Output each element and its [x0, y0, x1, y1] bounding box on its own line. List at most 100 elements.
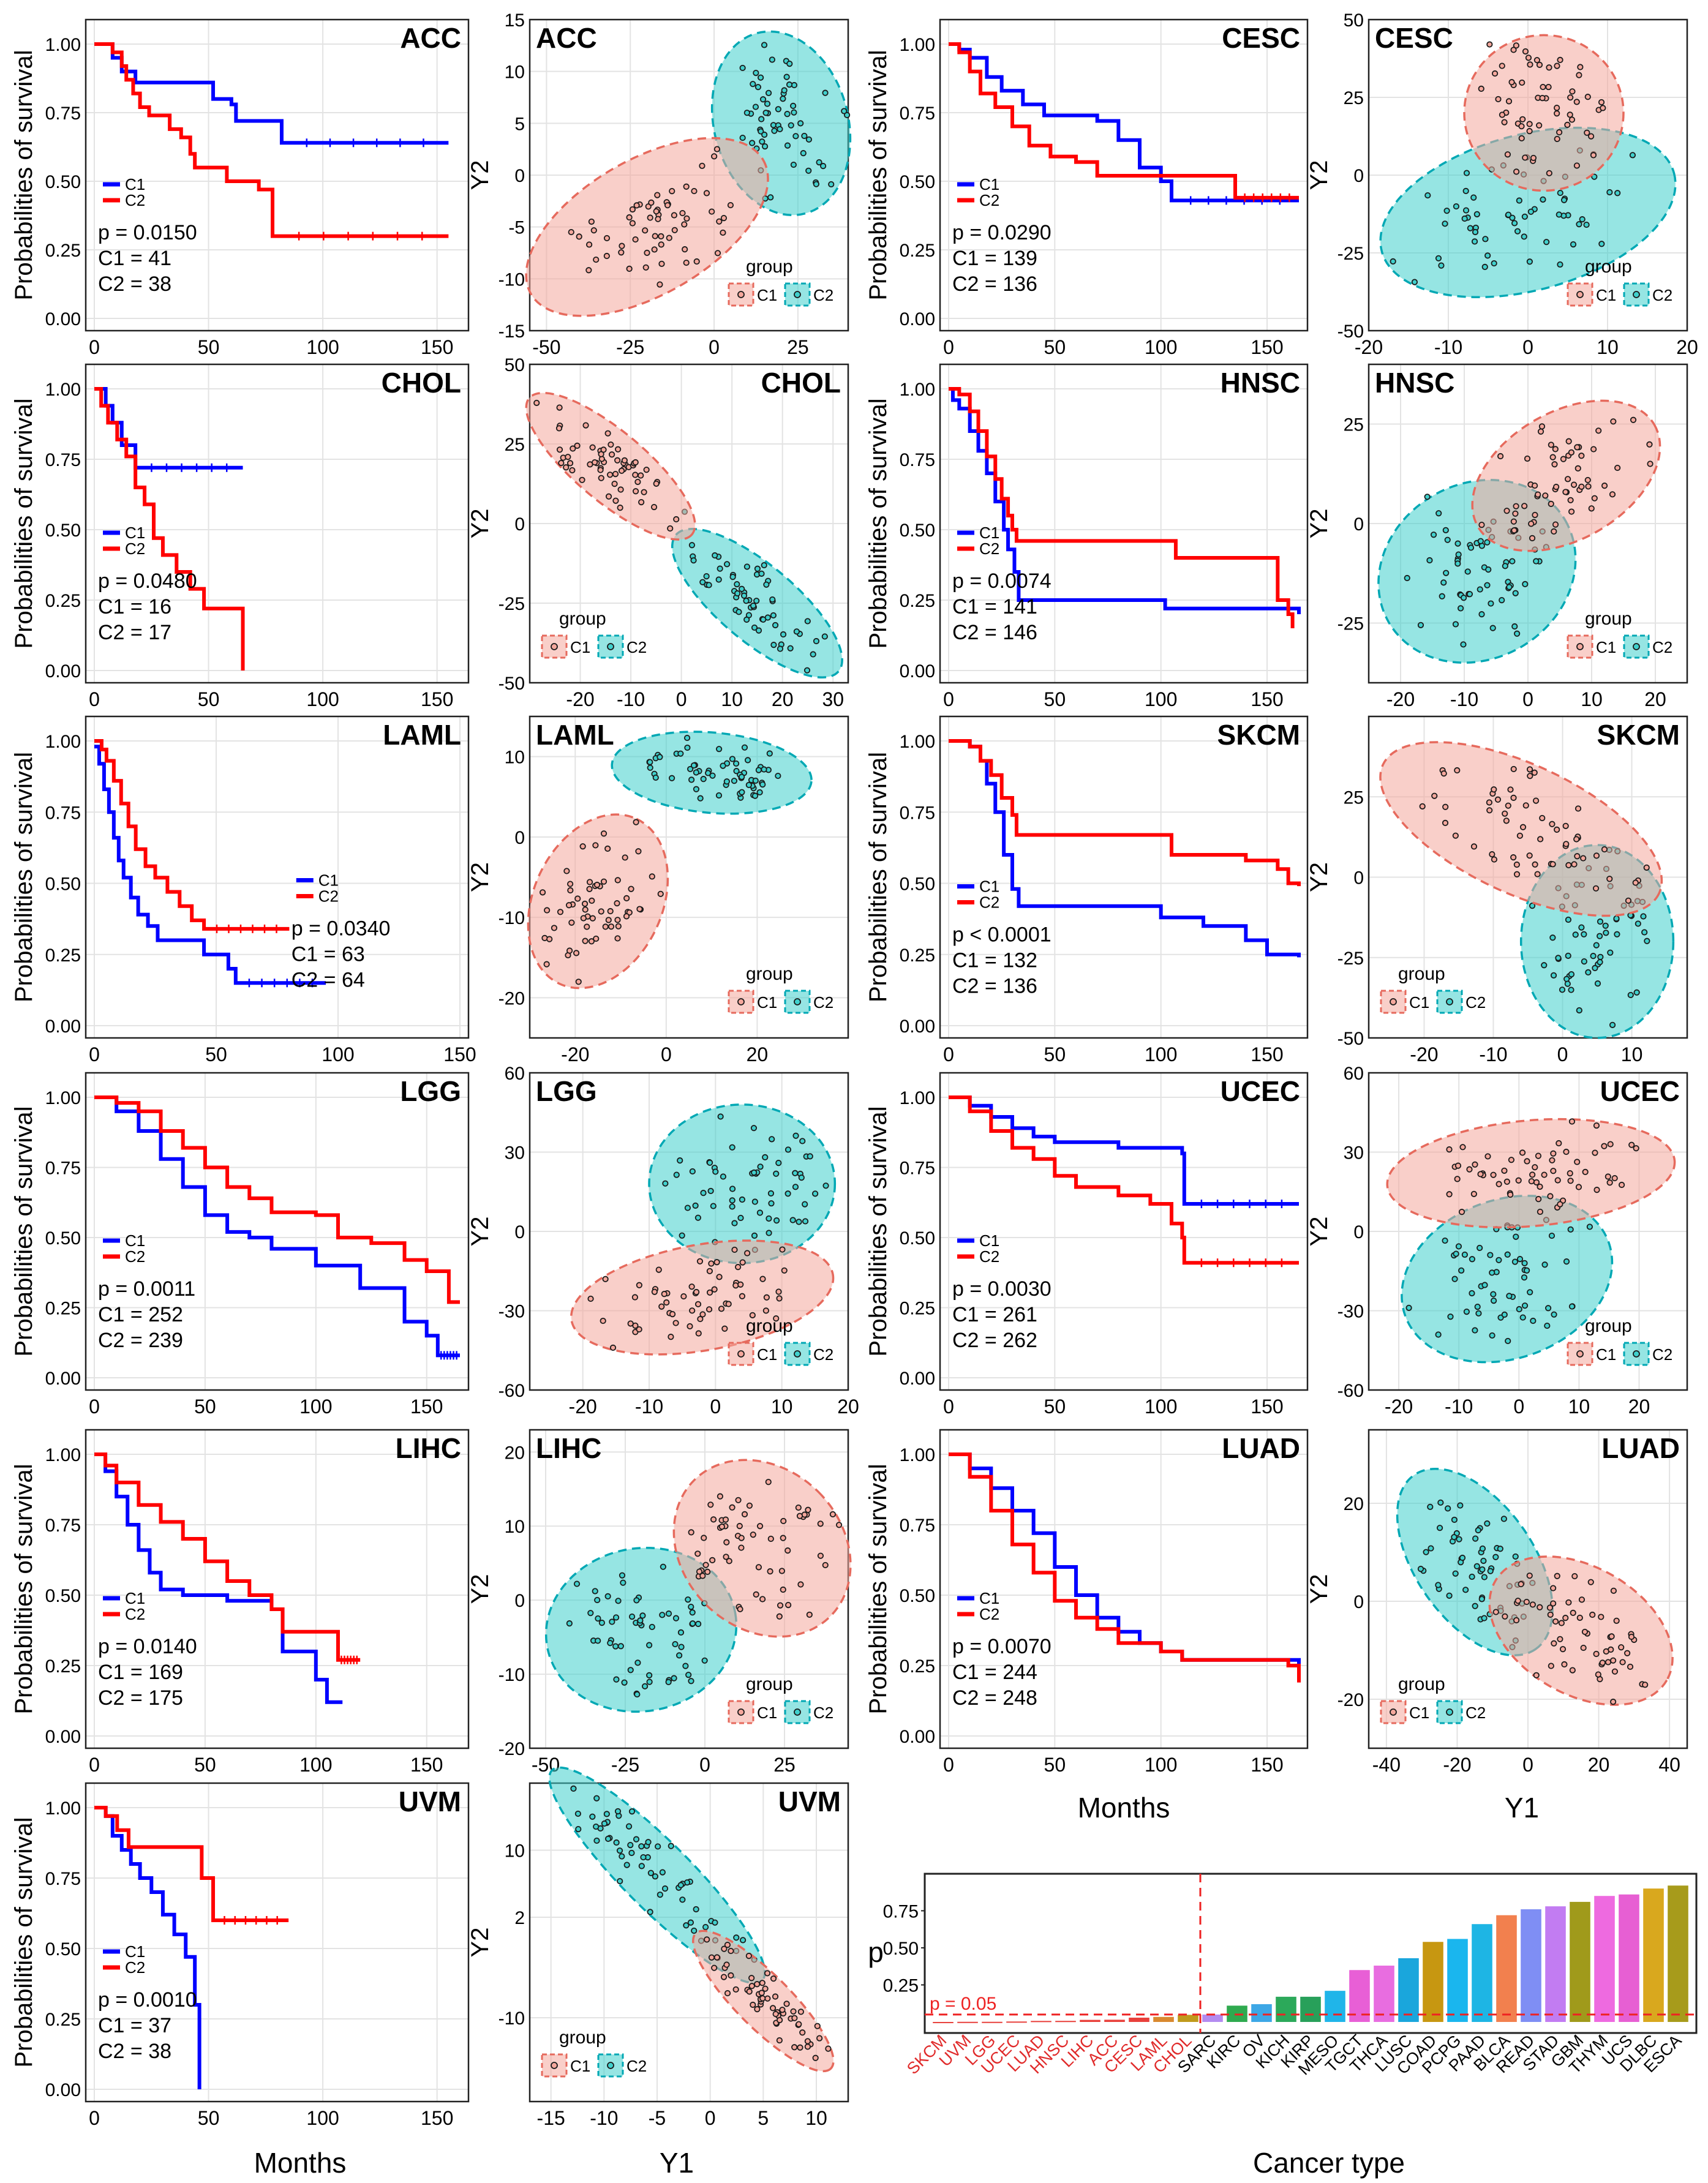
- data-point-c2: [766, 750, 773, 757]
- data-point-c1: [1531, 769, 1538, 776]
- data-point-c2: [684, 1204, 691, 1211]
- stat-line: C2 = 175: [98, 1686, 183, 1710]
- data-point-c2: [1423, 1549, 1429, 1555]
- pca-frame: [1368, 18, 1688, 332]
- data-point-c2: [761, 766, 767, 773]
- y-tick-label: 30: [505, 1143, 525, 1163]
- y-tick-label: 0.75: [45, 1159, 81, 1179]
- stat-line: p < 0.0001: [952, 923, 1052, 947]
- data-point-c2: [659, 1869, 666, 1876]
- data-point-c1: [825, 2045, 832, 2052]
- data-point-c1: [721, 1325, 728, 1332]
- data-point-c1: [1549, 1585, 1557, 1591]
- data-point-c2: [701, 1657, 708, 1664]
- data-point-c1: [1554, 1177, 1561, 1184]
- bar-thca: [1374, 1966, 1394, 2022]
- data-point-c1: [1592, 885, 1600, 892]
- bar-tgct: [1349, 1970, 1370, 2022]
- data-point-c1: [739, 1259, 746, 1266]
- data-point-c2: [739, 64, 746, 72]
- legend-title: group: [559, 609, 606, 629]
- data-point-c1: [1486, 799, 1492, 806]
- data-point-c1: [695, 1330, 702, 1337]
- data-point-c1: [1526, 766, 1533, 773]
- data-point-c2: [743, 616, 750, 623]
- data-point-c1: [1490, 1171, 1497, 1178]
- legend-label-c1: C1: [1409, 1704, 1429, 1722]
- data-point-c2: [1564, 980, 1571, 987]
- x-tick-label: -10: [1479, 1043, 1507, 1065]
- data-point-c1: [623, 913, 630, 920]
- panels-layer: 0 50 100 1500.000.250.500.751.00Probabiliti…: [10, 10, 1698, 2179]
- data-point-c2: [1501, 1311, 1508, 1318]
- bar-lgg: [982, 2021, 1003, 2023]
- data-point-c1: [658, 241, 664, 248]
- data-point-c1: [1584, 129, 1590, 136]
- data-point-c1: [780, 1535, 786, 1541]
- data-point-c2: [620, 1579, 626, 1586]
- data-point-c1: [592, 842, 599, 849]
- data-point-c2: [1597, 933, 1603, 939]
- legend-label-c2: C2: [979, 191, 999, 209]
- data-point-c2: [645, 1839, 652, 1846]
- stat-line: C2 = 239: [98, 1329, 183, 1352]
- data-point-c2: [1424, 494, 1431, 500]
- data-point-c1: [1549, 1157, 1556, 1163]
- data-point-c2: [755, 627, 762, 634]
- legend-label-c1: C1: [570, 2057, 590, 2075]
- legend-title: group: [746, 964, 793, 984]
- data-point-c1: [1576, 72, 1582, 78]
- data-point-c1: [727, 201, 734, 209]
- stat-line: C1 = 244: [952, 1661, 1037, 1684]
- pca-frame: [529, 18, 849, 332]
- data-point-c1: [1606, 1179, 1613, 1186]
- data-point-c1: [1529, 1171, 1536, 1178]
- y-tick-label: 0.50: [900, 520, 935, 541]
- data-point-c2: [1526, 258, 1533, 265]
- km-frame: [85, 715, 470, 1039]
- data-point-c2: [828, 181, 835, 188]
- data-point-c1: [1614, 464, 1621, 472]
- y-axis-label: Y2: [467, 1574, 494, 1604]
- data-point-c1: [555, 425, 563, 432]
- data-point-c2: [662, 1180, 669, 1187]
- data-point-c1: [588, 938, 595, 945]
- legend-key-point-c1: [1390, 998, 1397, 1005]
- x-tick-label: 100: [299, 1754, 332, 1776]
- x-tick-label: 10: [771, 1396, 793, 1418]
- stat-line: C2 = 64: [292, 969, 365, 992]
- legend-key-point-c1: [737, 998, 745, 1005]
- data-point-c1: [1535, 1196, 1542, 1203]
- data-point-c2: [1440, 579, 1447, 586]
- data-point-c2: [592, 1588, 598, 1595]
- data-point-c1: [748, 1983, 755, 1989]
- y-axis-label: Y2: [1306, 1217, 1333, 1247]
- data-point-c1: [1542, 492, 1549, 499]
- data-point-c1: [1510, 794, 1517, 801]
- data-point-c1: [713, 1259, 720, 1266]
- data-point-c2: [762, 1154, 769, 1160]
- stat-line: C1 = 16: [98, 595, 171, 618]
- x-tick-label: 0: [710, 1396, 721, 1418]
- x-tick-label: -25: [611, 1754, 639, 1776]
- data-point-c2: [1477, 538, 1484, 544]
- data-point-c1: [584, 923, 590, 930]
- data-point-c1: [780, 1517, 787, 1525]
- x-tick-label: 20: [1644, 688, 1666, 710]
- data-point-c1: [1507, 1191, 1514, 1198]
- data-point-c1: [604, 845, 611, 852]
- stat-line: p = 0.0340: [292, 917, 391, 941]
- x-tick-label: 0: [89, 2107, 100, 2129]
- data-point-c1: [556, 446, 563, 453]
- data-point-c1: [633, 819, 639, 825]
- data-point-c2: [619, 1572, 626, 1579]
- legend-label-c1: C1: [979, 524, 999, 542]
- y-tick-label: 10: [505, 1841, 525, 1861]
- data-point-c1: [605, 493, 612, 500]
- data-point-c2: [1521, 1274, 1528, 1281]
- data-point-c1: [647, 214, 653, 221]
- legend-label-c1: C1: [570, 638, 590, 656]
- data-point-c1: [805, 1506, 811, 1513]
- data-point-c1: [566, 947, 573, 954]
